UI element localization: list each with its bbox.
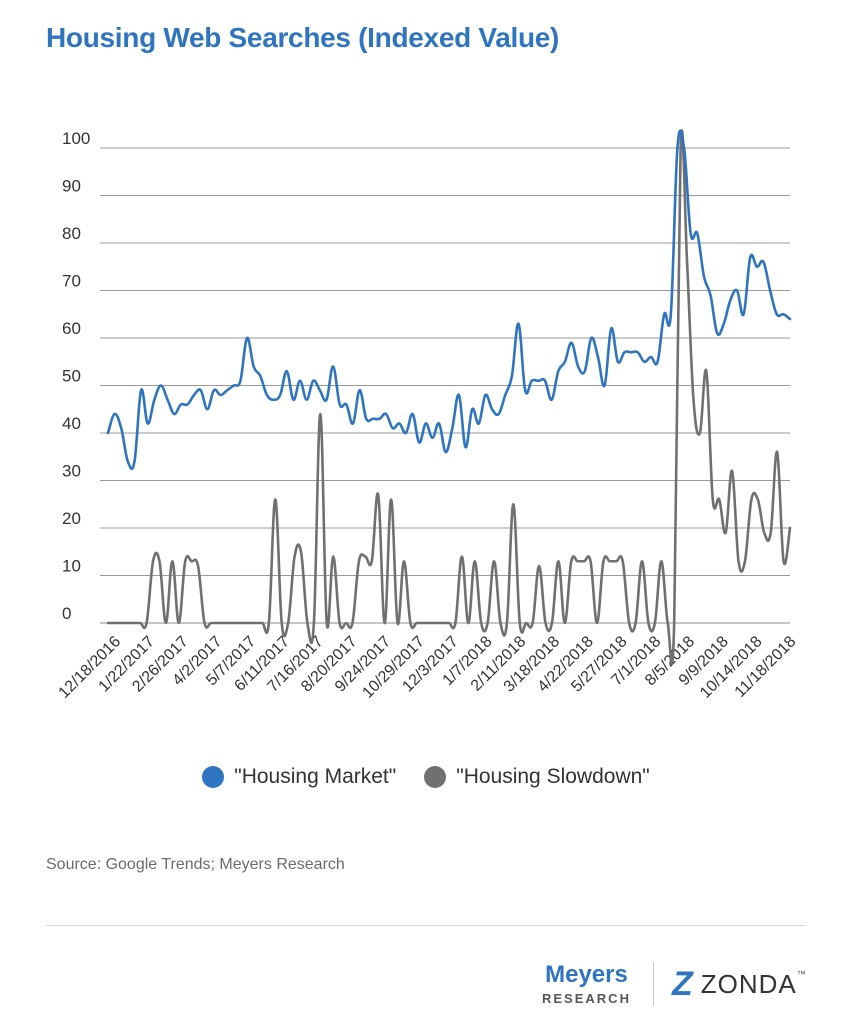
y-tick-label: 0 bbox=[62, 604, 71, 623]
y-tick-label: 10 bbox=[62, 557, 81, 576]
y-tick-label: 30 bbox=[62, 462, 81, 481]
legend-label: "Housing Market" bbox=[234, 765, 397, 788]
divider bbox=[46, 925, 806, 926]
zonda-logo-text: ZONDA bbox=[700, 968, 797, 999]
legend-item-housing-slowdown: "Housing Slowdown" bbox=[424, 765, 650, 789]
chart-title: Housing Web Searches (Indexed Value) bbox=[46, 22, 560, 53]
y-tick-label: 20 bbox=[62, 509, 81, 528]
series-line-housing-market bbox=[106, 129, 792, 471]
logo-divider bbox=[652, 962, 654, 1006]
y-tick-label: 40 bbox=[62, 414, 81, 433]
y-tick-label: 60 bbox=[62, 319, 81, 338]
meyers-logo-text: Meyers bbox=[545, 960, 628, 988]
line-chart: 0 10 20 30 40 50 60 70 80 90 100 12/18/20161/22/20… bbox=[56, 129, 800, 702]
legend: "Housing Market" "Housing Slowdown" bbox=[0, 765, 852, 789]
research-logo-text: RESEARCH bbox=[542, 990, 631, 1006]
legend-item-housing-market: "Housing Market" bbox=[202, 765, 396, 789]
x-axis-tick-labels: 12/18/20161/22/20172/26/20174/2/20175/7/… bbox=[56, 633, 800, 702]
y-axis-tick-labels: 0 10 20 30 40 50 60 70 80 90 100 bbox=[62, 129, 90, 623]
series-line-housing-slowdown bbox=[106, 129, 792, 665]
meyers-research-logo: Meyers RESEARCH bbox=[542, 960, 631, 1006]
legend-label: "Housing Slowdown" bbox=[456, 765, 650, 788]
trademark-symbol: ™ bbox=[796, 968, 807, 979]
y-tick-label: 90 bbox=[62, 177, 81, 196]
y-tick-label: 50 bbox=[62, 367, 81, 386]
y-tick-label: 80 bbox=[62, 224, 81, 243]
zonda-wordmark: ZONDA™ bbox=[701, 969, 807, 1000]
zonda-logo: Z ZONDA™ bbox=[672, 967, 807, 1001]
legend-marker-icon bbox=[424, 766, 447, 788]
zonda-z-icon: Z bbox=[671, 965, 693, 1003]
y-tick-label: 100 bbox=[62, 129, 90, 148]
series-lines bbox=[106, 129, 792, 665]
source-note: Source: Google Trends; Meyers Research bbox=[46, 856, 345, 873]
logo-bar: Meyers RESEARCH Z ZONDA™ bbox=[542, 962, 807, 1006]
y-tick-label: 70 bbox=[62, 272, 81, 291]
legend-marker-icon bbox=[202, 766, 225, 788]
